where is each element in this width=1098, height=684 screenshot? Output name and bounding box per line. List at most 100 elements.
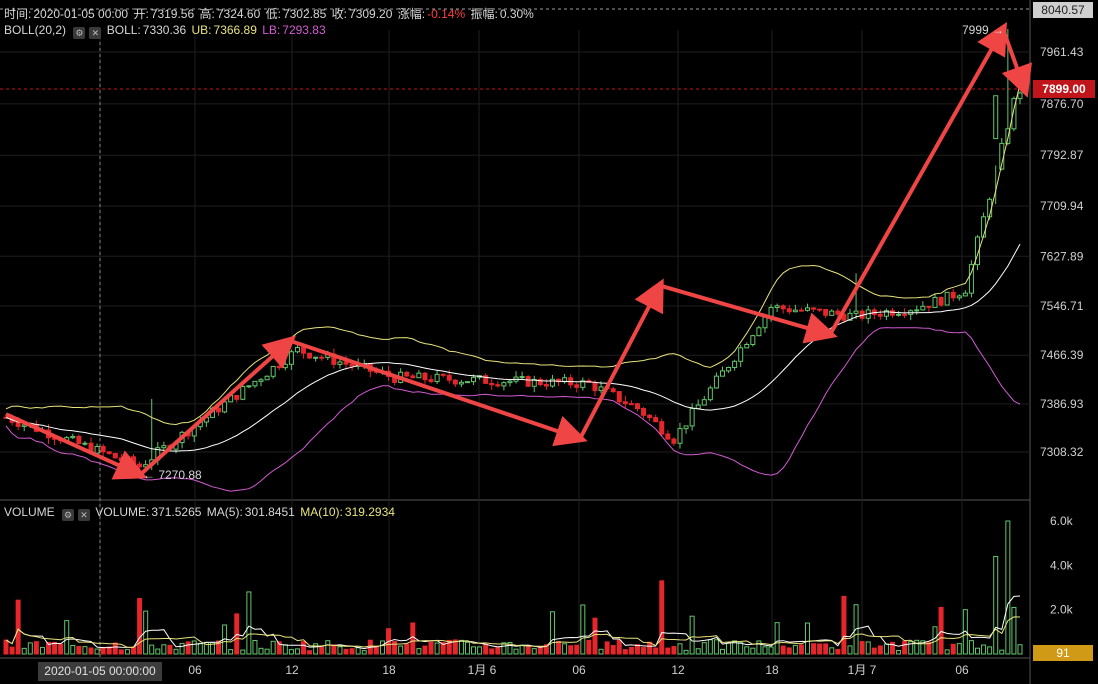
volume-bar [106, 646, 112, 655]
volume-bar [950, 643, 956, 655]
volume-bar [410, 622, 416, 655]
settings-icon[interactable]: ⚙ [62, 509, 75, 521]
candle-body [768, 306, 774, 317]
candle-body [756, 327, 762, 337]
candle-body [610, 388, 616, 393]
volume-bar [131, 646, 137, 655]
candle-body [883, 310, 889, 317]
time-tick-label: 1月 6 [468, 663, 497, 677]
candle-body [634, 403, 640, 410]
candle-body [689, 408, 695, 427]
trend-arrow [138, 335, 296, 477]
candle-body [616, 391, 622, 403]
candle-body [713, 375, 719, 389]
ma10-value: 319.2934 [344, 505, 395, 519]
volume-bar [968, 640, 974, 655]
candle-body [804, 307, 810, 311]
candle-body [683, 425, 689, 430]
volume-bar [956, 643, 962, 655]
candle-body [798, 309, 804, 312]
volume-bar [871, 647, 877, 655]
ma10-label: MA(10): [300, 505, 343, 519]
volume-bar [3, 639, 9, 655]
volume-bar [914, 639, 920, 655]
candle-body [968, 264, 974, 294]
candle-body [519, 376, 525, 379]
volume-bar [76, 645, 82, 655]
volume-bar [993, 555, 999, 655]
settings-icon[interactable]: ⚙ [73, 27, 86, 39]
volume-bar [817, 643, 823, 655]
volume-bar [452, 639, 458, 655]
trend-arrow [659, 283, 838, 344]
candle-body [410, 375, 416, 379]
volume-bar [216, 640, 222, 655]
candle-body [659, 421, 665, 435]
low-marker: ← 7270.88 [143, 468, 202, 482]
volume-bar [804, 622, 810, 655]
volume-bar [58, 643, 64, 655]
candle-body [847, 312, 853, 321]
volume-bar [325, 640, 331, 655]
volume-bar [944, 649, 950, 655]
volume-bar [902, 640, 908, 655]
candle-body [938, 296, 944, 306]
close-icon[interactable]: ✕ [78, 509, 91, 521]
volume-bar [719, 648, 725, 655]
volume-bar [659, 580, 665, 655]
time-tick-label: 06 [572, 663, 586, 677]
candle-body [313, 356, 319, 359]
volume-bar [52, 641, 58, 655]
candle-body [112, 452, 118, 459]
volume-bar [319, 646, 325, 655]
volume-bar [94, 648, 100, 655]
volume-bar [143, 610, 149, 655]
boll-lower-line [5, 327, 1021, 492]
volume-bar [471, 646, 477, 655]
open-value: 7319.56 [150, 7, 195, 21]
candle-body [440, 373, 446, 376]
volume-name: VOLUME [4, 505, 55, 519]
boll-middle-line [5, 243, 1021, 452]
low-value: 7302.85 [282, 7, 327, 21]
volume-bar [301, 641, 307, 655]
close-icon[interactable]: ✕ [89, 27, 102, 39]
volume-bar [883, 643, 889, 655]
candle-body [811, 307, 817, 310]
boll-ub-label: UB: [191, 23, 212, 37]
time-tick-label: 06 [955, 663, 969, 677]
volume-bar [974, 647, 980, 655]
candle-body [252, 380, 258, 387]
volume-bar [896, 649, 902, 655]
volume-bar [859, 641, 865, 655]
volume-bar [149, 644, 155, 655]
candle-body [914, 309, 920, 312]
candle-body [82, 442, 88, 445]
price-tick-label: 7627.89 [1040, 249, 1084, 263]
volume-bar [33, 641, 39, 655]
volume-bar [489, 648, 495, 655]
volume-bar [519, 644, 525, 655]
candle-body [507, 380, 513, 384]
volume-bar [118, 649, 124, 655]
boll-mid-label: BOLL: [106, 23, 141, 37]
volume-ma10-line [5, 616, 1021, 648]
volume-bar [707, 639, 713, 655]
candle-body [926, 305, 932, 308]
candle-body [647, 414, 653, 419]
candle-body [483, 375, 489, 384]
volume-bar [276, 641, 282, 655]
volume-bar [392, 641, 398, 655]
candle-body [598, 386, 604, 392]
candle-body [993, 95, 999, 140]
price-tick-label: 7546.71 [1040, 299, 1084, 313]
candle-body [750, 335, 756, 345]
volume-bar [495, 646, 501, 655]
volume-bar [811, 643, 817, 655]
candle-body [950, 291, 956, 299]
volume-bar [634, 644, 640, 655]
volume-bar [1005, 520, 1011, 655]
volume-bar [549, 611, 555, 655]
volume-bar [987, 646, 993, 655]
